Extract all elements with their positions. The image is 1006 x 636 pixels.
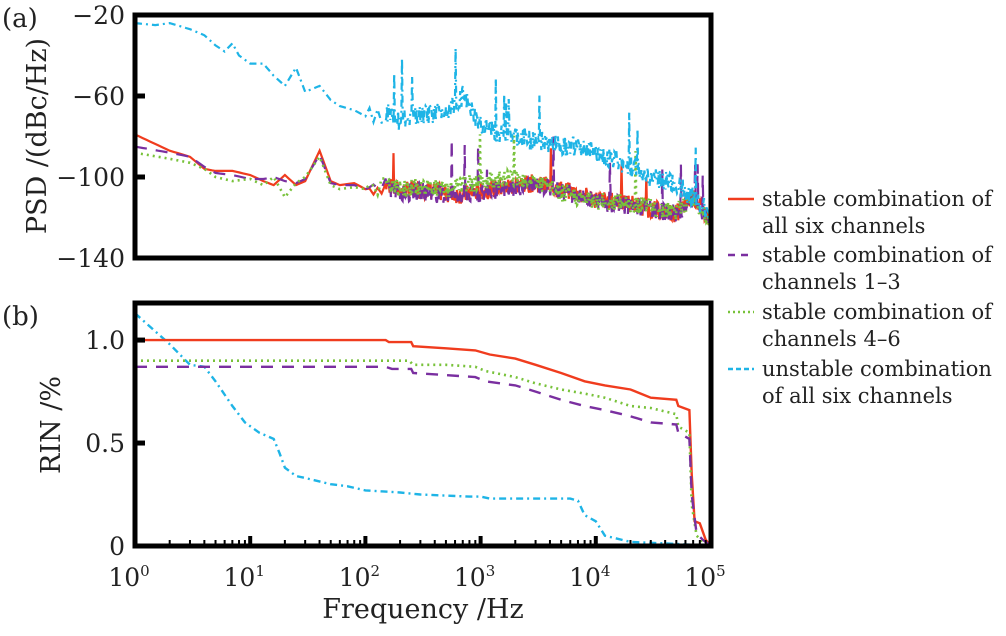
x-tick-label: 103 [454,562,495,592]
panel-a-y-ticks: −20 −60 −100 −140 [56,1,145,273]
panel-b-rin: (b) 0 0.5 1.0 100 101 102 103 104 105 RIN /% Fr… [2,300,726,625]
panel-a-frame [132,12,714,261]
x-tick-label: 100 [108,562,149,592]
panel-b-x-ticks: 100 101 102 103 104 105 [108,536,726,592]
legend-item-4: unstable combination of all six channels [728,357,992,408]
y-tick-label: 0.5 [85,429,125,458]
panel-b-label: (b) [2,302,39,332]
legend-label-line2: channels 4–6 [762,327,901,351]
panel-b-frame [132,300,714,549]
y-tick-label: −60 [72,82,125,111]
panel-b-y-ticks: 0 0.5 1.0 [85,326,145,561]
y-tick-label: 1.0 [85,326,125,355]
legend-label-line1: stable combination of [762,187,994,211]
panel-a-series-group [134,21,713,229]
series-line-rin-2 [135,365,712,547]
panel-b-series-group [134,312,712,548]
legend-item-2: stable combination of channels 1–3 [728,243,994,294]
series-line-psd-4 [134,21,712,223]
legend-item-1: stable combination of all six channels [728,187,994,238]
panel-b-ylabel: RIN /% [36,376,67,474]
x-tick-label: 105 [684,562,725,592]
legend-label-line2: channels 1–3 [762,270,901,294]
x-tick-label: 102 [339,562,380,592]
y-tick-label: −20 [72,1,125,30]
series-line-psd-3 [134,134,713,229]
x-axis-label: Frequency /Hz [322,594,524,625]
legend-label-line1: unstable combination [762,357,992,381]
legend-label-line2: all six channels [762,214,925,238]
legend-label-line1: stable combination of [762,300,994,324]
y-tick-label: −100 [56,163,125,192]
legend-label-line1: stable combination of [762,243,994,267]
legend-label-line2: of all six channels [762,384,953,408]
y-tick-label: 0 [109,532,125,561]
x-tick-label: 101 [224,562,265,592]
panel-a-ylabel: PSD /(dBc/Hz) [22,38,53,234]
x-tick-label: 104 [569,562,610,592]
series-line-rin-4 [134,312,712,548]
series-line-rin-1 [135,338,712,547]
panel-a-psd: (a) −20 −60 −100 −140 PSD /(dBc/Hz) [2,1,714,273]
legend-item-3: stable combination of channels 4–6 [728,300,994,351]
panel-a-label: (a) [2,4,38,34]
y-tick-label: −140 [56,244,125,273]
